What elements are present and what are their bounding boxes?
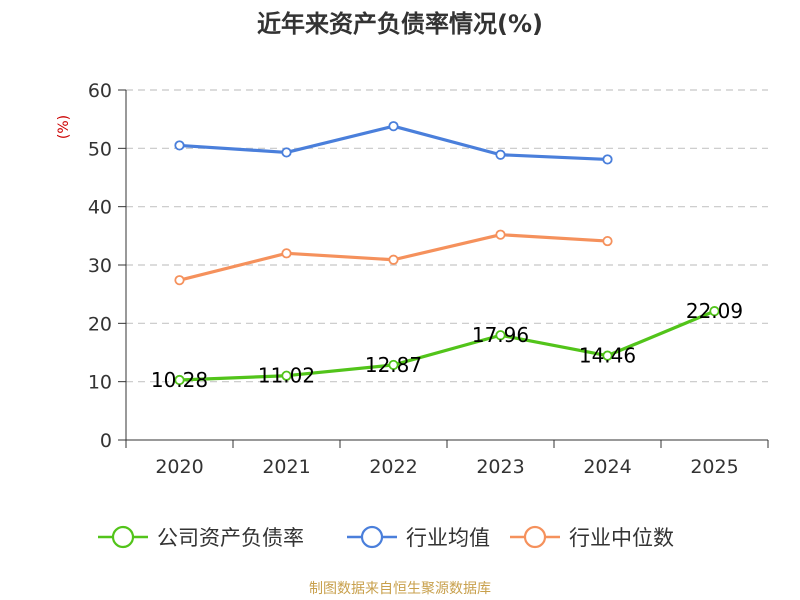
y-tick-label: 60: [88, 80, 112, 102]
legend-label: 行业均值: [406, 526, 490, 550]
data-point: [174, 275, 185, 286]
y-tick-label: 30: [88, 255, 112, 277]
data-label: 22.09: [686, 299, 743, 323]
legend: 公司资产负债率 行业均值 行业中位数: [98, 525, 674, 550]
legend-marker: [111, 525, 135, 549]
data-label: 10.28: [151, 368, 208, 392]
x-tick-label: 2020: [155, 456, 203, 478]
legend-marker: [523, 525, 547, 549]
data-point: [388, 121, 399, 132]
x-tick-label: 2025: [690, 456, 738, 478]
source-note: 制图数据来自恒生聚源数据库: [309, 581, 491, 597]
data-point: [495, 330, 506, 341]
data-point: [495, 229, 506, 240]
legend-marker: [360, 525, 384, 549]
x-tick-label: 2021: [262, 456, 310, 478]
label-layer: 10.28 11.02 12.87 17.96 14.46 22.09: [151, 299, 743, 392]
y-tick-label: 20: [88, 313, 112, 335]
data-point: [281, 147, 292, 158]
data-point: [174, 140, 185, 151]
data-label: 12.87: [365, 353, 422, 377]
x-tick-label: 2022: [369, 456, 417, 478]
grid-layer: [126, 89, 768, 383]
data-label: 14.46: [579, 344, 636, 368]
legend-label: 公司资产负债率: [157, 526, 304, 550]
data-point: [388, 359, 399, 371]
y-tick-label: 40: [88, 197, 112, 219]
axis-layer: 0 10 20 30 40 50 60 2020 2021 2022 2023 2024 2025 (%): [56, 80, 769, 478]
data-point: [388, 254, 399, 265]
data-point: [174, 374, 185, 386]
data-label: 11.02: [258, 364, 315, 388]
y-tick-label: 50: [88, 138, 112, 160]
y-axis-label: (%): [56, 115, 72, 139]
series-layer: [174, 121, 720, 386]
data-point: [281, 370, 292, 381]
x-tick-label: 2024: [583, 456, 631, 478]
data-point: [281, 248, 292, 259]
data-point: [709, 306, 720, 317]
y-tick-label: 0: [100, 430, 112, 452]
data-point: [495, 149, 506, 160]
data-point: [602, 154, 613, 165]
x-tick-label: 2023: [476, 456, 524, 478]
legend-label: 行业中位数: [569, 526, 674, 550]
series-line: [177, 309, 717, 382]
chart-title: 近年来资产负债率情况(%): [257, 10, 543, 38]
data-label: 17.96: [472, 323, 529, 347]
data-point: [602, 350, 613, 361]
data-point: [602, 235, 613, 247]
y-tick-label: 10: [88, 372, 112, 394]
